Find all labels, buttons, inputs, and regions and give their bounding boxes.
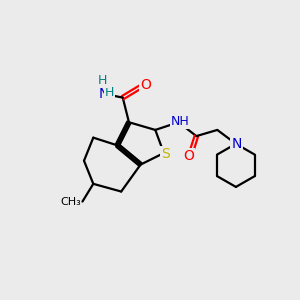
Text: CH₃: CH₃ bbox=[60, 197, 81, 207]
Text: O: O bbox=[141, 77, 152, 92]
Text: NH: NH bbox=[171, 115, 190, 128]
Text: H: H bbox=[98, 74, 107, 87]
Text: O: O bbox=[183, 149, 194, 163]
Text: N: N bbox=[232, 137, 242, 151]
Text: H: H bbox=[105, 86, 114, 99]
Text: N: N bbox=[98, 87, 109, 101]
Text: S: S bbox=[161, 147, 170, 161]
